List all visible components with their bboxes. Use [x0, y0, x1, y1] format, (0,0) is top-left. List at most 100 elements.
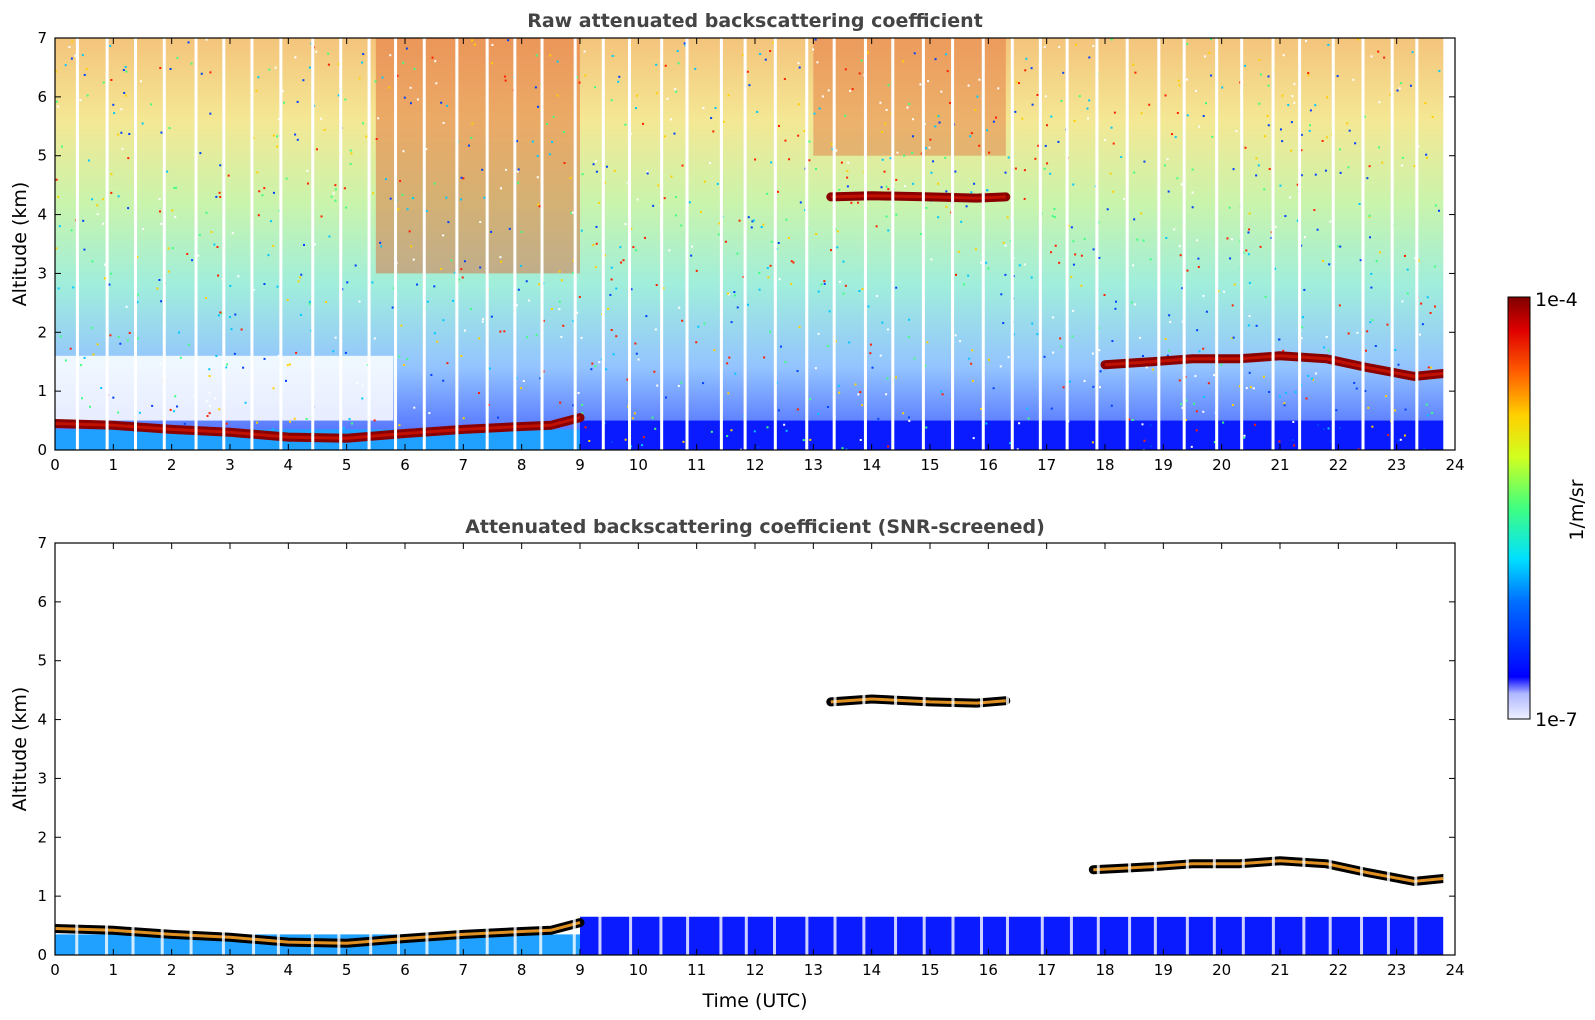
no-data-tail — [1443, 38, 1455, 450]
noise-speck — [1404, 408, 1407, 411]
noise-speck — [79, 364, 82, 367]
noise-speck — [372, 192, 375, 195]
noise-speck — [445, 196, 448, 199]
noise-speck — [173, 186, 176, 189]
noise-speck — [1378, 101, 1381, 104]
noise-speck — [137, 337, 140, 340]
noise-speck — [1245, 387, 1248, 390]
noise-speck — [674, 88, 677, 91]
noise-speck — [778, 278, 781, 281]
noise-speck — [125, 305, 128, 308]
y-tick-label: 1 — [37, 382, 47, 400]
noise-speck — [1044, 95, 1047, 98]
noise-speck — [1203, 55, 1206, 58]
noise-speck — [798, 66, 801, 69]
noise-speck — [846, 170, 849, 173]
x-tick-label: 19 — [1154, 456, 1173, 474]
noise-speck — [562, 324, 565, 327]
data-gap — [539, 543, 543, 955]
noise-speck — [1059, 337, 1062, 340]
top-axes: 0 1 2 3 4 5 6 7 8 9 10 11 12 13 14 15 16 17 18 19 20 21 22 23 24… — [37, 29, 1464, 474]
noise-speck — [682, 440, 685, 443]
noise-speck — [389, 197, 392, 200]
noise-speck — [1031, 103, 1034, 106]
noise-speck — [857, 201, 860, 204]
noise-speck — [1195, 429, 1198, 432]
noise-speck — [884, 122, 887, 125]
noise-speck — [657, 184, 660, 187]
noise-speck — [869, 343, 872, 346]
noise-speck — [1257, 164, 1260, 167]
noise-speck — [104, 277, 107, 280]
noise-speck — [83, 73, 86, 76]
data-gap — [773, 38, 777, 450]
noise-speck — [515, 377, 518, 380]
noise-speck — [377, 117, 380, 120]
noise-speck — [630, 288, 633, 291]
noise-speck — [403, 363, 406, 366]
noise-speck — [1186, 78, 1189, 81]
noise-speck — [1143, 160, 1146, 163]
noise-speck — [1338, 304, 1341, 307]
noise-speck — [783, 423, 786, 426]
noise-speck — [887, 188, 890, 191]
noise-speck — [876, 295, 879, 298]
noise-speck — [607, 307, 610, 310]
noise-speck — [635, 249, 638, 252]
noise-speck — [788, 158, 791, 161]
noise-speck — [580, 336, 583, 339]
noise-speck — [1425, 153, 1428, 156]
noise-speck — [110, 78, 113, 81]
noise-speck — [187, 343, 190, 346]
noise-speck — [988, 151, 991, 154]
noise-speck — [1027, 417, 1030, 420]
noise-speck — [1043, 167, 1046, 170]
noise-speck — [1092, 44, 1095, 47]
cleared-region — [1093, 878, 1444, 917]
noise-speck — [598, 201, 601, 204]
noise-speck — [1270, 236, 1273, 239]
noise-speck — [1164, 94, 1167, 97]
noise-speck — [237, 275, 240, 278]
noise-speck — [1248, 371, 1251, 374]
colorbar-max-label: 1e-4 — [1535, 289, 1578, 311]
noise-speck — [1325, 335, 1328, 338]
cloud-layer-core-2 — [1093, 859, 1444, 883]
data-gap — [1414, 543, 1418, 955]
noise-speck — [798, 325, 801, 328]
noise-speck — [1248, 212, 1251, 215]
data-gap — [339, 38, 343, 450]
noise-speck — [913, 52, 916, 55]
noise-speck — [1014, 167, 1017, 170]
noise-speck — [1266, 114, 1269, 117]
noise-speck — [536, 155, 539, 158]
noise-speck — [827, 89, 830, 92]
data-gap — [513, 543, 517, 955]
noise-speck — [365, 135, 368, 138]
x-tick-label: 12 — [745, 961, 764, 979]
noise-speck — [299, 313, 302, 316]
x-tick-label: 20 — [1212, 961, 1231, 979]
noise-speck — [520, 387, 523, 390]
noise-speck — [646, 170, 649, 173]
noise-speck — [263, 187, 266, 190]
noise-speck — [1300, 133, 1303, 136]
noise-speck — [783, 78, 786, 81]
noise-speck — [234, 313, 237, 316]
noise-speck — [397, 208, 400, 211]
noise-speck — [374, 80, 377, 83]
noise-speck — [940, 90, 943, 93]
noise-speck — [55, 247, 58, 250]
x-tick-label: 18 — [1095, 961, 1114, 979]
noise-speck — [581, 403, 584, 406]
noise-speck — [817, 290, 820, 293]
noise-speck — [1278, 395, 1281, 398]
x-tick-label: 16 — [979, 961, 998, 979]
noise-speck — [199, 152, 202, 155]
noise-speck — [121, 147, 124, 150]
noise-speck — [1141, 354, 1144, 357]
noise-speck — [718, 222, 721, 225]
noise-speck — [1321, 259, 1324, 262]
data-gap — [1241, 543, 1245, 955]
noise-speck — [1327, 43, 1330, 46]
